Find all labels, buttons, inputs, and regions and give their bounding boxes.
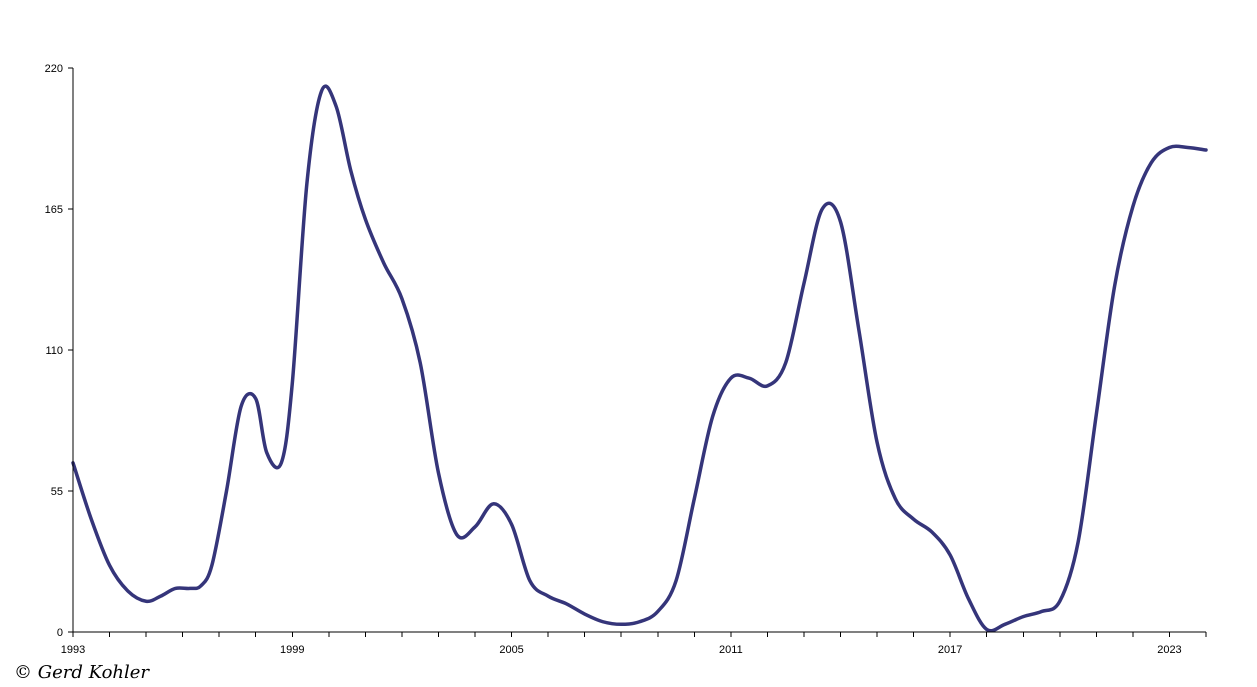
data-point bbox=[305, 182, 308, 185]
data-point bbox=[1205, 149, 1208, 152]
data-point bbox=[1150, 161, 1153, 164]
series-line bbox=[71, 84, 1208, 633]
data-point bbox=[280, 461, 283, 464]
data-point bbox=[620, 623, 623, 626]
data-point bbox=[1131, 205, 1134, 208]
data-point bbox=[145, 600, 148, 603]
data-point bbox=[675, 579, 678, 582]
y-tick-label: 220 bbox=[45, 63, 63, 75]
data-point bbox=[1113, 284, 1116, 287]
data-point bbox=[291, 382, 294, 385]
data-point bbox=[1022, 615, 1025, 618]
data-points bbox=[72, 90, 1208, 631]
data-point bbox=[419, 361, 422, 364]
data-point bbox=[159, 595, 162, 598]
data-point bbox=[492, 502, 495, 505]
y-axis-ticks: 0 55 110 165 220 bbox=[45, 63, 73, 639]
y-tick-label: 0 bbox=[57, 627, 63, 639]
data-point bbox=[1058, 600, 1061, 603]
data-point bbox=[108, 564, 111, 567]
data-point bbox=[547, 595, 550, 598]
data-point bbox=[474, 525, 477, 528]
x-tick-label: 2011 bbox=[719, 644, 743, 656]
data-point bbox=[1040, 610, 1043, 613]
data-point bbox=[930, 531, 933, 534]
data-point bbox=[335, 105, 338, 108]
data-point bbox=[565, 602, 568, 605]
data-point bbox=[364, 218, 367, 221]
data-point bbox=[766, 384, 769, 387]
x-tick-label: 1993 bbox=[61, 644, 85, 656]
data-point bbox=[400, 297, 403, 300]
y-tick-label: 165 bbox=[45, 204, 63, 216]
data-point bbox=[857, 328, 860, 331]
data-point bbox=[638, 620, 641, 623]
x-tick-label: 2005 bbox=[499, 644, 523, 656]
data-point bbox=[1003, 623, 1006, 626]
data-point bbox=[839, 220, 842, 223]
data-point bbox=[1168, 146, 1171, 149]
data-point bbox=[528, 579, 531, 582]
data-point bbox=[349, 169, 352, 172]
data-point bbox=[912, 518, 915, 521]
y-tick-label: 55 bbox=[51, 486, 63, 498]
data-point bbox=[967, 597, 970, 600]
data-point bbox=[90, 518, 93, 521]
data-point bbox=[455, 533, 458, 536]
data-point bbox=[210, 564, 213, 567]
data-point bbox=[437, 472, 440, 475]
data-point bbox=[876, 441, 879, 444]
data-point bbox=[656, 610, 659, 613]
data-point bbox=[693, 497, 696, 500]
data-point bbox=[821, 208, 824, 211]
data-point bbox=[985, 628, 988, 631]
data-point bbox=[254, 397, 257, 400]
data-point bbox=[601, 620, 604, 623]
data-point bbox=[1077, 541, 1080, 544]
data-point bbox=[784, 361, 787, 364]
y-tick-label: 110 bbox=[45, 345, 63, 357]
data-point bbox=[1095, 413, 1098, 416]
copyright-credit: © Gerd Kohler bbox=[14, 662, 150, 683]
x-tick-label: 1999 bbox=[280, 644, 304, 656]
data-point bbox=[225, 490, 228, 493]
data-point bbox=[711, 415, 714, 418]
x-axis-ticks: 1993 1999 2005 2011 2017 2023 bbox=[61, 632, 1207, 656]
data-point bbox=[265, 451, 268, 454]
data-point bbox=[748, 377, 751, 380]
data-point bbox=[583, 613, 586, 616]
data-point bbox=[126, 589, 129, 592]
data-point bbox=[382, 261, 385, 264]
data-point bbox=[510, 523, 513, 526]
x-tick-label: 2023 bbox=[1157, 644, 1181, 656]
data-point bbox=[894, 497, 897, 500]
data-point bbox=[1186, 146, 1189, 149]
data-point bbox=[802, 282, 805, 285]
data-point bbox=[949, 554, 952, 557]
data-point bbox=[729, 377, 732, 380]
data-point bbox=[174, 587, 177, 590]
x-tick-label: 2017 bbox=[938, 644, 962, 656]
data-point bbox=[320, 90, 323, 93]
data-point bbox=[199, 584, 202, 587]
data-point bbox=[240, 405, 243, 408]
data-point bbox=[188, 587, 191, 590]
